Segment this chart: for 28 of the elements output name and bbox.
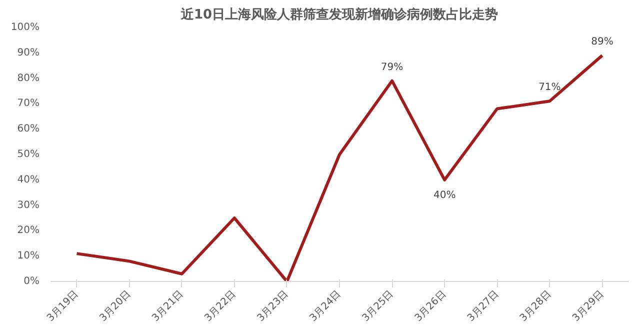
x-tick-label: 3月25日 (360, 288, 396, 324)
y-tick-label: 20% (17, 225, 40, 236)
y-tick-label: 10% (17, 250, 40, 262)
x-tick-label: 3月28日 (518, 288, 554, 324)
x-tick-label: 3月23日 (255, 288, 291, 324)
y-tick-label: 90% (17, 47, 40, 58)
chart-title: 近10日上海风险人群筛查发现新增确诊病例数占比走势 (180, 6, 498, 22)
x-tick-label: 3月24日 (308, 288, 344, 324)
x-tick-label: 3月29日 (570, 288, 606, 324)
y-tick-label: 70% (17, 98, 40, 110)
x-tick-label: 3月21日 (150, 288, 186, 324)
y-tick-label: 100% (10, 22, 40, 33)
y-tick-label: 50% (17, 149, 40, 160)
data-label: 40% (433, 190, 456, 201)
y-tick-label: 0% (24, 276, 40, 287)
x-tick-label: 3月22日 (202, 288, 238, 324)
data-label: 71% (538, 82, 561, 94)
y-tick-label: 40% (17, 174, 40, 186)
data-label: 79% (380, 62, 404, 73)
y-tick-label: 60% (17, 124, 40, 135)
x-tick-label: 3月19日 (45, 288, 81, 324)
data-label: 89% (591, 36, 614, 48)
y-tick-label: 30% (17, 200, 40, 211)
line-series (75, 54, 604, 282)
x-tick-label: 3月20日 (98, 288, 134, 324)
x-tick-label: 3月26日 (413, 288, 448, 324)
x-tick-label: 3月27日 (466, 288, 502, 324)
y-tick-label: 80% (17, 72, 40, 84)
